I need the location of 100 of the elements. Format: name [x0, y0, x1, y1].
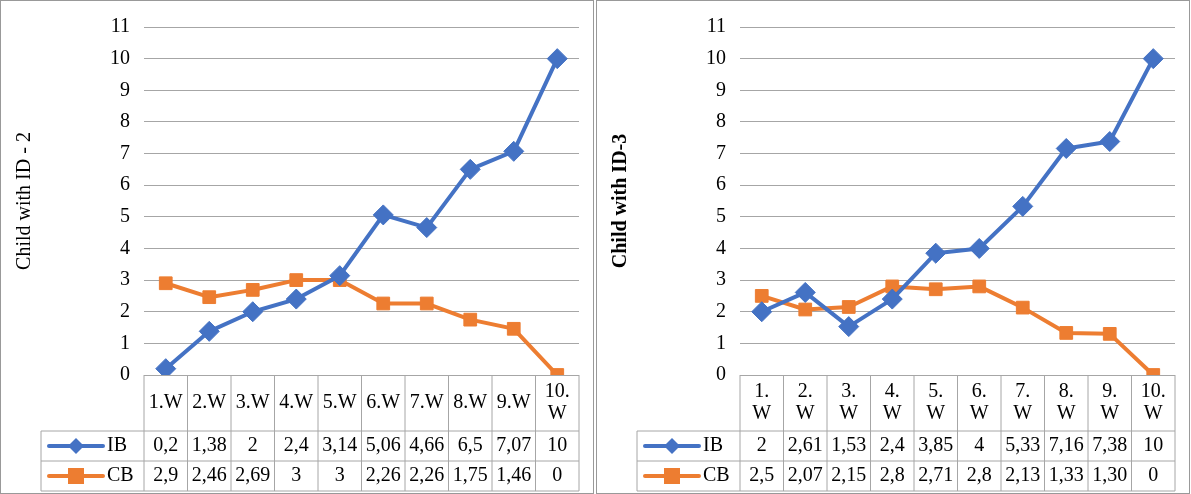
x-tick-label: 4.W: [279, 390, 314, 413]
y-tick-label: 11: [110, 14, 130, 37]
point: [463, 312, 478, 327]
y-tick-label: 8: [716, 109, 726, 132]
point: [1142, 48, 1164, 70]
x-tick-label: 9. W: [1100, 379, 1120, 424]
x-tick-label: 1.W: [148, 390, 183, 413]
y-tick-label: 0: [716, 362, 726, 385]
data-label: 1,75: [452, 463, 488, 486]
point: [1102, 327, 1117, 341]
data-label: 2,9: [153, 463, 179, 486]
data-label: 4,66: [409, 433, 445, 456]
data-label: 2,8: [879, 463, 905, 486]
point: [506, 321, 521, 336]
y-tick-label: 4: [120, 235, 130, 258]
point: [838, 316, 860, 338]
point: [1059, 326, 1074, 340]
y-tick-label: 1: [716, 330, 726, 353]
point: [754, 289, 769, 303]
data-label: 3,14: [322, 433, 358, 456]
x-tick-label: 3. W: [839, 379, 859, 424]
data-label: 10: [547, 433, 568, 456]
data-label: 7,38: [1092, 433, 1128, 456]
point: [158, 276, 173, 291]
data-label: 2,07: [787, 463, 823, 486]
data-label: 1,30: [1092, 463, 1128, 486]
data-label: 2,5: [749, 463, 775, 486]
data-label: 5,33: [1005, 433, 1041, 456]
point: [245, 283, 260, 297]
y-tick-label: 2: [716, 298, 726, 321]
data-label: 0: [1148, 463, 1159, 486]
data-label: 0,2: [153, 433, 179, 456]
data-label: 2,71: [918, 463, 954, 486]
point: [1012, 195, 1034, 217]
x-tick-label: 6. W: [969, 379, 989, 424]
point: [503, 140, 525, 162]
point: [841, 300, 856, 314]
y-tick-label: 8: [120, 109, 130, 132]
data-label: 2,61: [787, 433, 823, 456]
point: [198, 320, 220, 342]
point: [459, 158, 481, 180]
x-tick-label: 4. W: [882, 379, 902, 424]
legend-label: IB: [107, 433, 127, 456]
x-tick-label: 7.W: [409, 390, 444, 413]
data-label: 2,15: [831, 463, 867, 486]
point: [928, 282, 943, 297]
data-label: 2,8: [966, 463, 992, 486]
x-tick-label: 1. W: [752, 379, 772, 424]
data-label: 3,85: [918, 433, 954, 456]
point: [376, 296, 391, 311]
y-tick-label: 9: [716, 77, 726, 100]
point: [289, 273, 304, 287]
point: [925, 242, 947, 264]
y-tick-label: 5: [716, 204, 726, 227]
point: [1015, 300, 1030, 315]
data-label: 2,13: [1005, 463, 1041, 486]
point: [1055, 137, 1077, 159]
data-label: 2,26: [409, 463, 445, 486]
y-tick-label: 10: [706, 45, 726, 68]
data-label: 3: [291, 463, 302, 486]
y-axis-title: Child with ID - 2: [12, 132, 35, 270]
y-tick-label: 10: [110, 45, 130, 68]
y-tick-label: 2: [120, 298, 130, 321]
x-tick-label: 8.W: [453, 390, 488, 413]
y-tick-label: 7: [716, 140, 726, 163]
point: [372, 204, 394, 226]
data-label: 2: [247, 433, 258, 456]
legend-label: CB: [703, 463, 730, 486]
point: [972, 279, 987, 294]
y-tick-label: 6: [120, 172, 130, 195]
x-tick-label: 5. W: [926, 379, 946, 424]
data-label: 1,33: [1048, 463, 1084, 486]
y-tick-label: 11: [706, 14, 726, 37]
x-tick-label: 2.W: [192, 390, 227, 413]
data-label: 1,46: [496, 463, 532, 486]
data-label: 1,53: [831, 433, 867, 456]
x-tick-label: 10. W: [1140, 379, 1166, 424]
data-label: 6,5: [457, 433, 483, 456]
x-tick-label: 5.W: [322, 390, 357, 413]
point: [419, 296, 434, 311]
y-tick-label: 9: [120, 77, 130, 100]
point: [798, 302, 813, 317]
data-label: 2: [756, 433, 767, 456]
x-tick-label: 7. W: [1013, 379, 1033, 424]
data-label: 2,4: [879, 433, 905, 456]
data-label: 0: [552, 463, 563, 486]
data-label: 2,26: [365, 463, 401, 486]
point: [285, 288, 307, 310]
y-tick-label: 1: [120, 330, 130, 353]
y-tick-label: 7: [120, 140, 130, 163]
point: [751, 301, 773, 323]
legend-label: IB: [703, 433, 723, 456]
point: [546, 48, 568, 70]
data-label: 10: [1143, 433, 1164, 456]
legend-label: CB: [107, 463, 134, 486]
data-label: 2,46: [191, 463, 227, 486]
point: [794, 281, 816, 303]
x-tick-label: 6.W: [366, 390, 401, 413]
data-label: 7,16: [1048, 433, 1084, 456]
point: [968, 237, 990, 259]
